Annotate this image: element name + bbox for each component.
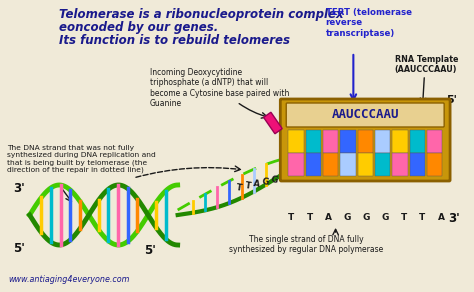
Bar: [306, 153, 321, 176]
Bar: [323, 153, 338, 176]
Bar: [323, 130, 338, 153]
Text: Its function is to rebuild telomeres: Its function is to rebuild telomeres: [59, 34, 290, 47]
Text: RNA Template
(AAUCCCAAU): RNA Template (AAUCCCAAU): [395, 55, 458, 74]
Text: T: T: [401, 213, 407, 223]
Bar: [357, 130, 373, 153]
Text: 5': 5': [13, 241, 25, 255]
Bar: [410, 130, 425, 153]
Text: T: T: [419, 213, 426, 223]
Text: 5': 5': [144, 244, 156, 256]
Text: Incoming Deoxycytidine
triphosphate (a dNTP) that will
become a Cytosine base pa: Incoming Deoxycytidine triphosphate (a d…: [150, 68, 290, 108]
Text: T: T: [235, 183, 242, 193]
Text: G: G: [381, 213, 389, 223]
Text: 3': 3': [13, 182, 25, 194]
Text: G: G: [262, 177, 270, 187]
Bar: [288, 153, 303, 176]
Bar: [427, 130, 442, 153]
Text: A: A: [253, 179, 261, 189]
Text: G: G: [270, 175, 278, 185]
Text: T: T: [307, 213, 313, 223]
Bar: [340, 153, 356, 176]
Bar: [375, 130, 390, 153]
Bar: [357, 153, 373, 176]
Text: Telomerase is a ribonucleoprotein complex: Telomerase is a ribonucleoprotein comple…: [59, 8, 344, 21]
Text: TERT (telomerase
reverse
transcriptase): TERT (telomerase reverse transcriptase): [326, 8, 412, 38]
Bar: [392, 153, 408, 176]
Text: G: G: [344, 213, 351, 223]
Bar: [264, 112, 282, 134]
Text: A: A: [438, 213, 445, 223]
Text: The single strand of DNA fully
synthesized by regular DNA polymerase: The single strand of DNA fully synthesiz…: [229, 235, 383, 254]
Bar: [375, 153, 390, 176]
Bar: [392, 130, 408, 153]
Text: 5': 5': [446, 95, 457, 105]
FancyBboxPatch shape: [280, 99, 450, 181]
Bar: [427, 153, 442, 176]
Text: T: T: [288, 213, 294, 223]
FancyBboxPatch shape: [286, 103, 444, 127]
Bar: [306, 130, 321, 153]
Text: www.antiaging4everyone.com: www.antiaging4everyone.com: [8, 275, 129, 284]
Text: eoncoded by our genes.: eoncoded by our genes.: [59, 21, 219, 34]
Bar: [410, 153, 425, 176]
Text: AAUCCCAAU: AAUCCCAAU: [331, 109, 399, 121]
Bar: [288, 130, 303, 153]
Text: G: G: [363, 213, 370, 223]
Text: 3': 3': [448, 211, 460, 225]
Text: A: A: [325, 213, 332, 223]
Bar: [340, 130, 356, 153]
Text: T: T: [244, 181, 251, 191]
Text: The DNA strand that was not fully
synthesized during DNA replication and
that is: The DNA strand that was not fully synthe…: [7, 145, 155, 173]
